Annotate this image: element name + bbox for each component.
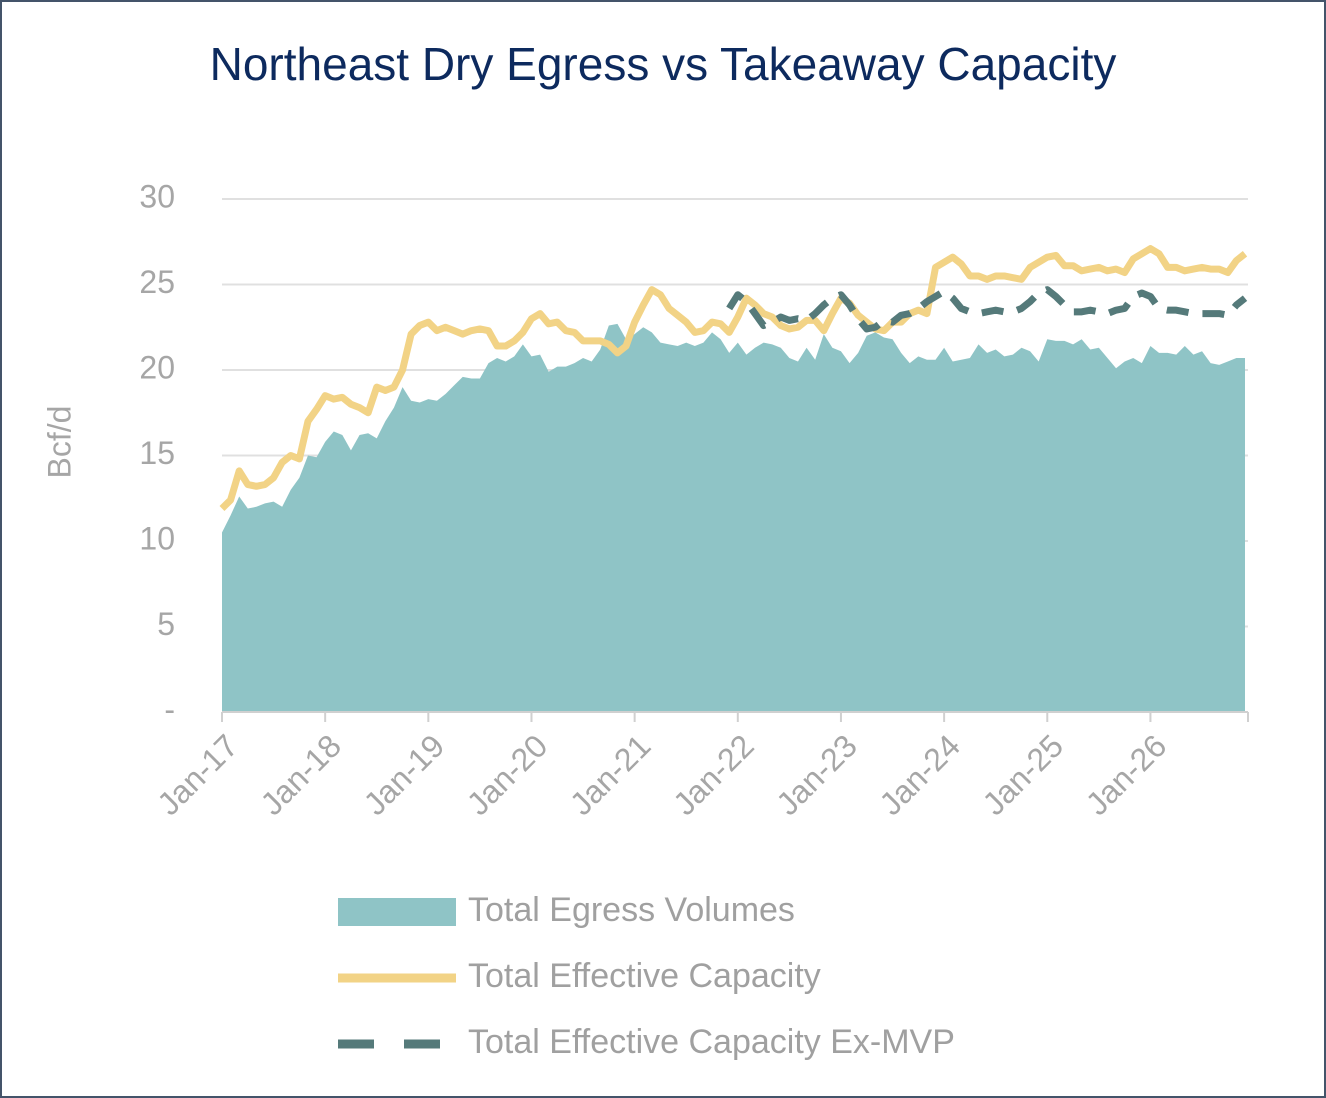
y-tick-label: 10 xyxy=(139,520,175,556)
y-tick-label: 5 xyxy=(157,606,175,642)
line xyxy=(726,286,1248,333)
y-tick-label: 15 xyxy=(139,435,175,471)
legend-label: Total Effective Capacity xyxy=(468,957,821,995)
y-axis-label: Bcf/d xyxy=(41,406,77,479)
chart-title: Northeast Dry Egress vs Takeaway Capacit… xyxy=(210,38,1117,90)
y-tick-label: 30 xyxy=(139,178,175,214)
legend-label: Total Effective Capacity Ex-MVP xyxy=(468,1023,955,1061)
y-tick-label: 25 xyxy=(139,264,175,300)
legend-label: Total Egress Volumes xyxy=(468,891,795,929)
legend-swatch xyxy=(338,898,456,926)
y-tick-label: - xyxy=(164,691,175,727)
y-tick-label: 20 xyxy=(139,349,175,385)
area xyxy=(222,323,1245,712)
line xyxy=(219,245,1248,511)
